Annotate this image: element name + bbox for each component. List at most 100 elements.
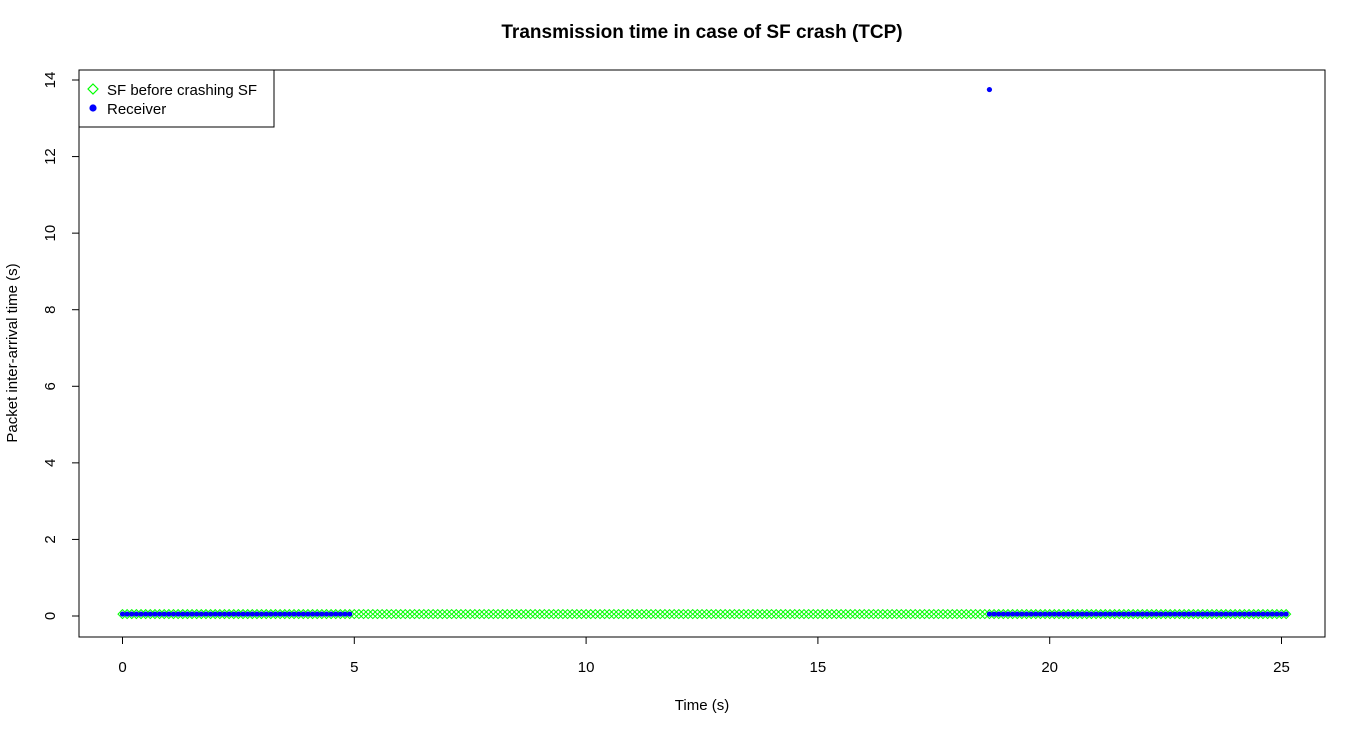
y-axis: 0 2 4 6 8 10 12 14	[42, 72, 80, 620]
data-point-receiver	[1246, 611, 1252, 617]
y-axis-label: Packet inter-arrival time (s)	[4, 263, 21, 442]
data-point-receiver	[1014, 611, 1020, 617]
data-point-sf	[627, 608, 638, 620]
data-point-receiver	[1084, 611, 1090, 617]
data-point-receiver	[1213, 611, 1220, 617]
data-point-sf	[854, 608, 865, 620]
data-point-receiver	[1028, 611, 1034, 617]
data-point-receiver	[147, 611, 153, 617]
data-point-sf	[432, 608, 443, 620]
data-point-sf	[553, 608, 564, 620]
data-point-sf	[659, 608, 671, 620]
data-point-receiver	[161, 611, 167, 617]
data-point-sf	[413, 608, 425, 620]
data-point-receiver	[1019, 611, 1025, 617]
data-point-sf	[724, 608, 736, 620]
data-point-sf	[780, 608, 791, 620]
data-point-sf	[947, 608, 958, 620]
data-point-receiver	[1079, 611, 1085, 617]
legend-marker-diamond	[87, 83, 99, 95]
x-axis-label: Time (s)	[675, 697, 729, 714]
data-point-receiver	[152, 611, 158, 617]
data-point-sf	[914, 608, 926, 620]
data-point-sf	[678, 608, 689, 620]
data-point-receiver	[1269, 611, 1275, 617]
data-point-sf	[808, 608, 819, 620]
data-point-sf	[455, 608, 467, 620]
data-point-sf	[580, 608, 592, 620]
data-point-receiver	[129, 611, 135, 617]
x-axis: 0 5 10 15 20 25	[118, 636, 1290, 676]
legend-marker-circle	[89, 104, 97, 112]
data-point-receiver	[226, 611, 232, 617]
data-point-receiver	[319, 611, 325, 617]
data-point-sf	[446, 608, 457, 620]
x-tick-label: 0	[118, 659, 126, 676]
data-point-receiver	[175, 611, 181, 617]
data-point-receiver	[1144, 611, 1150, 617]
data-point-sf	[706, 608, 717, 620]
data-point-receiver	[1098, 611, 1104, 617]
data-point-sf	[905, 608, 916, 620]
data-point-receiver	[323, 611, 330, 617]
chart-title: Transmission time in case of SF crash (T…	[501, 22, 902, 43]
data-point-receiver	[124, 611, 130, 617]
x-tick-label: 10	[578, 659, 595, 676]
data-point-sf	[900, 608, 912, 620]
data-point-sf	[529, 608, 541, 620]
legend-label-receiver: Receiver	[107, 101, 166, 118]
data-point-receiver	[347, 611, 353, 617]
data-point-receiver	[1223, 611, 1229, 617]
data-point-receiver	[1153, 611, 1159, 617]
data-point-sf	[404, 608, 416, 620]
data-point-sf	[617, 608, 629, 620]
data-point-sf	[497, 608, 508, 620]
data-point-sf	[701, 608, 712, 620]
data-point-sf	[715, 608, 726, 620]
data-point-sf	[515, 608, 527, 620]
data-point-sf	[441, 608, 453, 620]
data-point-sf	[668, 608, 680, 620]
data-point-receiver	[1227, 611, 1234, 617]
data-point-receiver	[263, 611, 269, 617]
data-point-receiver	[1005, 611, 1011, 617]
data-point-sf	[372, 608, 383, 620]
data-point-sf	[812, 608, 824, 620]
y-tick-label: 14	[42, 72, 59, 89]
data-point-sf	[460, 608, 471, 620]
data-point-receiver	[309, 611, 316, 617]
data-point-sf	[655, 608, 666, 620]
data-point-sf	[933, 608, 944, 620]
data-point-sf	[692, 608, 703, 620]
data-point-sf	[645, 608, 657, 620]
data-point-receiver	[1116, 611, 1122, 617]
data-point-sf	[970, 608, 981, 620]
data-point-sf	[367, 608, 379, 620]
data-point-sf	[506, 608, 518, 620]
data-point-receiver	[1237, 611, 1243, 617]
data-point-receiver	[296, 611, 302, 617]
data-point-sf	[872, 608, 884, 620]
data-point-receiver	[1033, 611, 1039, 617]
data-point-sf	[386, 608, 397, 620]
data-point-receiver	[1051, 611, 1057, 617]
data-point-receiver	[119, 611, 126, 617]
data-point-sf	[400, 608, 411, 620]
data-point-receiver	[1093, 611, 1099, 617]
legend: SF before crashing SF Receiver	[78, 69, 275, 128]
data-point-sf	[886, 608, 898, 620]
data-point-sf	[590, 608, 601, 620]
data-point-receiver	[212, 611, 218, 617]
data-point-sf	[636, 608, 647, 620]
data-point-sf	[761, 608, 773, 620]
data-point-receiver	[1186, 611, 1192, 617]
data-point-receiver	[1061, 611, 1067, 617]
data-point-sf	[937, 608, 949, 620]
data-point-sf	[928, 608, 940, 620]
data-point-receiver	[1139, 611, 1146, 617]
y-tick-label: 8	[42, 306, 59, 314]
data-point-sf	[845, 608, 856, 620]
data-point-receiver	[1204, 611, 1210, 617]
data-point-receiver	[1023, 611, 1030, 617]
data-point-sf	[687, 608, 698, 620]
